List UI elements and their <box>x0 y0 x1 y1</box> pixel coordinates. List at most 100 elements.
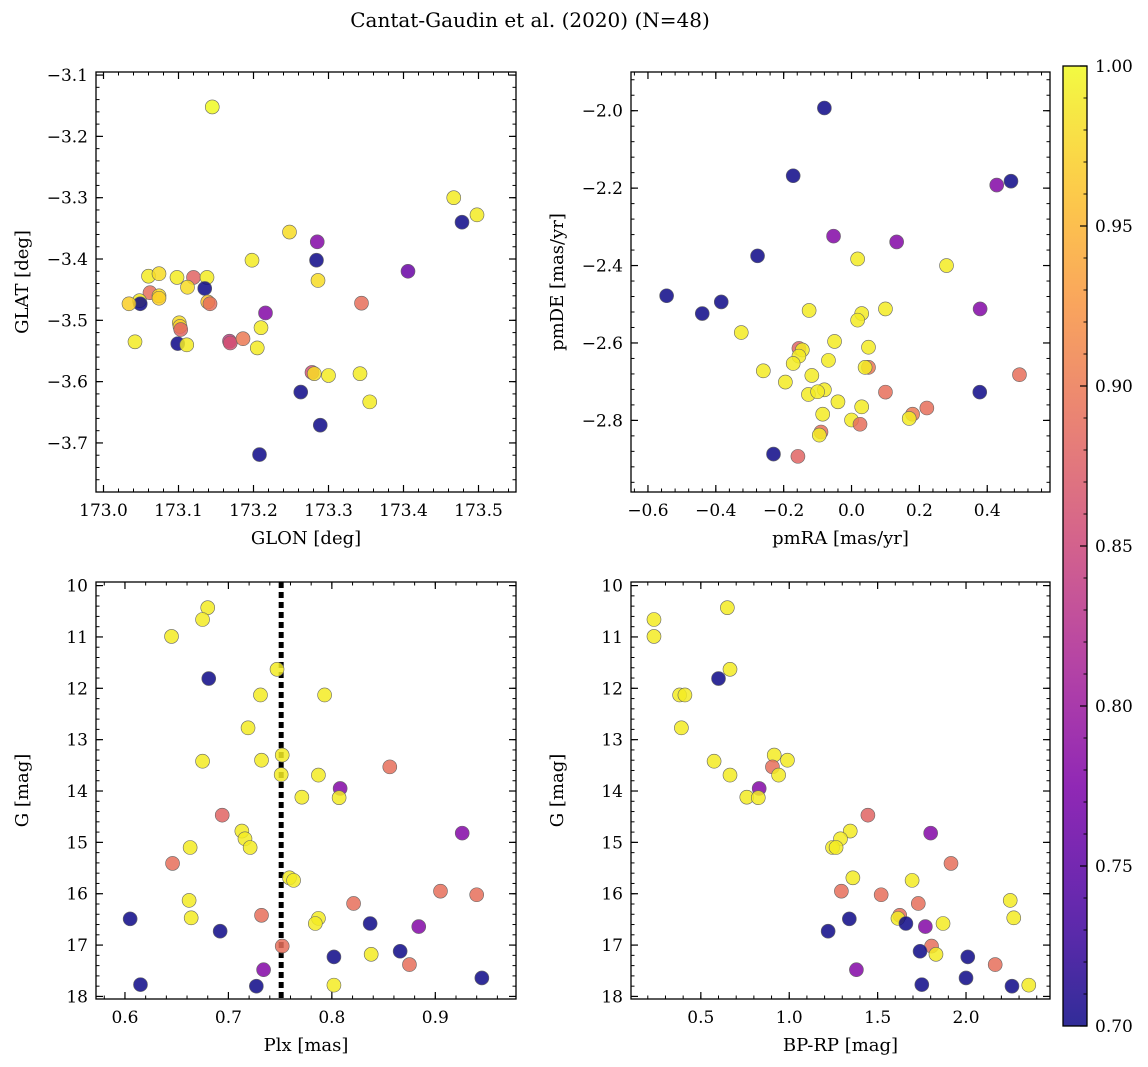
data-point <box>722 662 738 677</box>
x-tick-label: 0.7 <box>215 1008 242 1028</box>
data-point <box>244 252 260 268</box>
data-point <box>402 957 417 972</box>
x-axis-label: pmRA [mas/yr] <box>772 528 909 549</box>
data-point <box>121 296 137 312</box>
data-point <box>674 720 689 736</box>
data-point <box>878 384 893 400</box>
x-tick-label: 1.0 <box>776 1008 803 1028</box>
x-tick-label: 173.2 <box>229 501 278 521</box>
data-point <box>860 807 876 823</box>
data-point <box>454 214 470 230</box>
y-tick-label: 16 <box>66 885 88 905</box>
data-point <box>811 427 827 443</box>
colorbar: 0.70 0.75 0.80 0.85 0.90 0.95 1.00 <box>1062 57 1133 1037</box>
y-tick-label: −3.4 <box>47 250 88 270</box>
y-tick-label: 17 <box>601 936 623 956</box>
data-point <box>310 273 326 288</box>
data-point <box>923 825 938 841</box>
x-tick-label: 0.9 <box>422 1008 449 1028</box>
panel-plx-g: 0.6 0.7 0.8 0.9 10 11 12 13 14 15 16 17 18 Plx [mas] G… <box>12 577 517 1056</box>
data-point <box>842 823 858 839</box>
y-tick-label: 14 <box>66 782 88 802</box>
x-tick-label: −0.6 <box>627 501 668 521</box>
data-point <box>204 99 220 115</box>
data-point <box>306 366 322 381</box>
y-axis-label: G [mag] <box>12 754 33 827</box>
data-point <box>249 978 264 994</box>
axes-frame <box>630 71 1051 493</box>
y-tick-label: −3.2 <box>47 127 88 147</box>
colorbar-tick-label: 0.75 <box>1095 857 1133 877</box>
colorbar-tick-label: 0.80 <box>1095 697 1133 717</box>
data-point <box>253 320 269 335</box>
data-point <box>989 177 1005 193</box>
panel-bprp-g: 0.5 1.0 1.5 2.0 10 11 12 13 14 15 16 17 18 BP-RP [mag… <box>547 577 1051 1056</box>
data-point <box>235 331 251 347</box>
data-point <box>354 295 369 311</box>
data-point <box>127 334 143 350</box>
data-point <box>256 962 271 978</box>
data-point <box>722 767 738 783</box>
y-tick-label: 17 <box>66 936 88 956</box>
data-point <box>914 977 930 992</box>
data-point <box>352 366 368 381</box>
data-point <box>904 873 920 888</box>
data-point <box>711 671 726 686</box>
y-tick-label: −3.7 <box>47 434 88 454</box>
x-tick-label: 0.4 <box>974 501 1001 521</box>
data-point <box>122 911 138 927</box>
data-point <box>756 363 771 379</box>
data-point <box>972 301 988 317</box>
data-point <box>258 305 273 321</box>
y-axis-label: G [mag] <box>547 754 568 827</box>
data-point <box>935 916 951 931</box>
data-point <box>771 767 786 783</box>
y-tick-label: 11 <box>66 628 88 648</box>
y-tick-label: 12 <box>601 679 623 699</box>
data-point <box>202 296 218 312</box>
colorbar-tick-label: 1.00 <box>1095 57 1133 77</box>
data-point <box>197 281 213 296</box>
data-point <box>454 825 470 841</box>
data-point <box>326 949 342 965</box>
data-point <box>312 417 328 433</box>
x-tick-label: 0.5 <box>687 1008 714 1028</box>
data-point <box>850 312 865 328</box>
data-point <box>766 446 781 462</box>
y-tick-label: −2.8 <box>582 411 623 431</box>
data-point <box>311 767 326 783</box>
data-point <box>826 228 841 244</box>
data-point <box>821 353 836 368</box>
data-point <box>943 856 959 871</box>
colorbar-tick-label: 0.85 <box>1095 537 1133 557</box>
data-point <box>861 339 876 355</box>
x-tick-label: 2.0 <box>952 1008 979 1028</box>
x-tick-label: 0.8 <box>318 1008 345 1028</box>
data-point <box>446 190 462 205</box>
data-point <box>201 671 217 686</box>
x-tick-label: 0.6 <box>111 1008 138 1028</box>
data-point <box>820 923 836 939</box>
y-tick-label: −2.0 <box>582 102 623 122</box>
data-point <box>382 759 398 775</box>
data-point <box>646 629 662 644</box>
data-point <box>286 873 301 888</box>
y-tick-label: 10 <box>601 577 623 597</box>
y-tick-label: −2.4 <box>582 257 623 277</box>
data-point <box>249 340 265 356</box>
x-tick-label: 1.5 <box>864 1008 891 1028</box>
data-point <box>857 360 873 375</box>
data-point <box>677 687 693 703</box>
data-point <box>362 916 378 931</box>
data-point <box>164 629 179 644</box>
data-point <box>253 687 268 703</box>
y-tick-label: 16 <box>601 885 623 905</box>
data-point <box>433 883 448 899</box>
data-point <box>845 870 861 886</box>
data-point <box>165 856 180 871</box>
data-point <box>889 234 904 250</box>
data-point <box>878 301 893 317</box>
y-tick-label: −3.6 <box>47 373 88 393</box>
data-point <box>852 416 868 432</box>
data-point <box>308 916 323 931</box>
